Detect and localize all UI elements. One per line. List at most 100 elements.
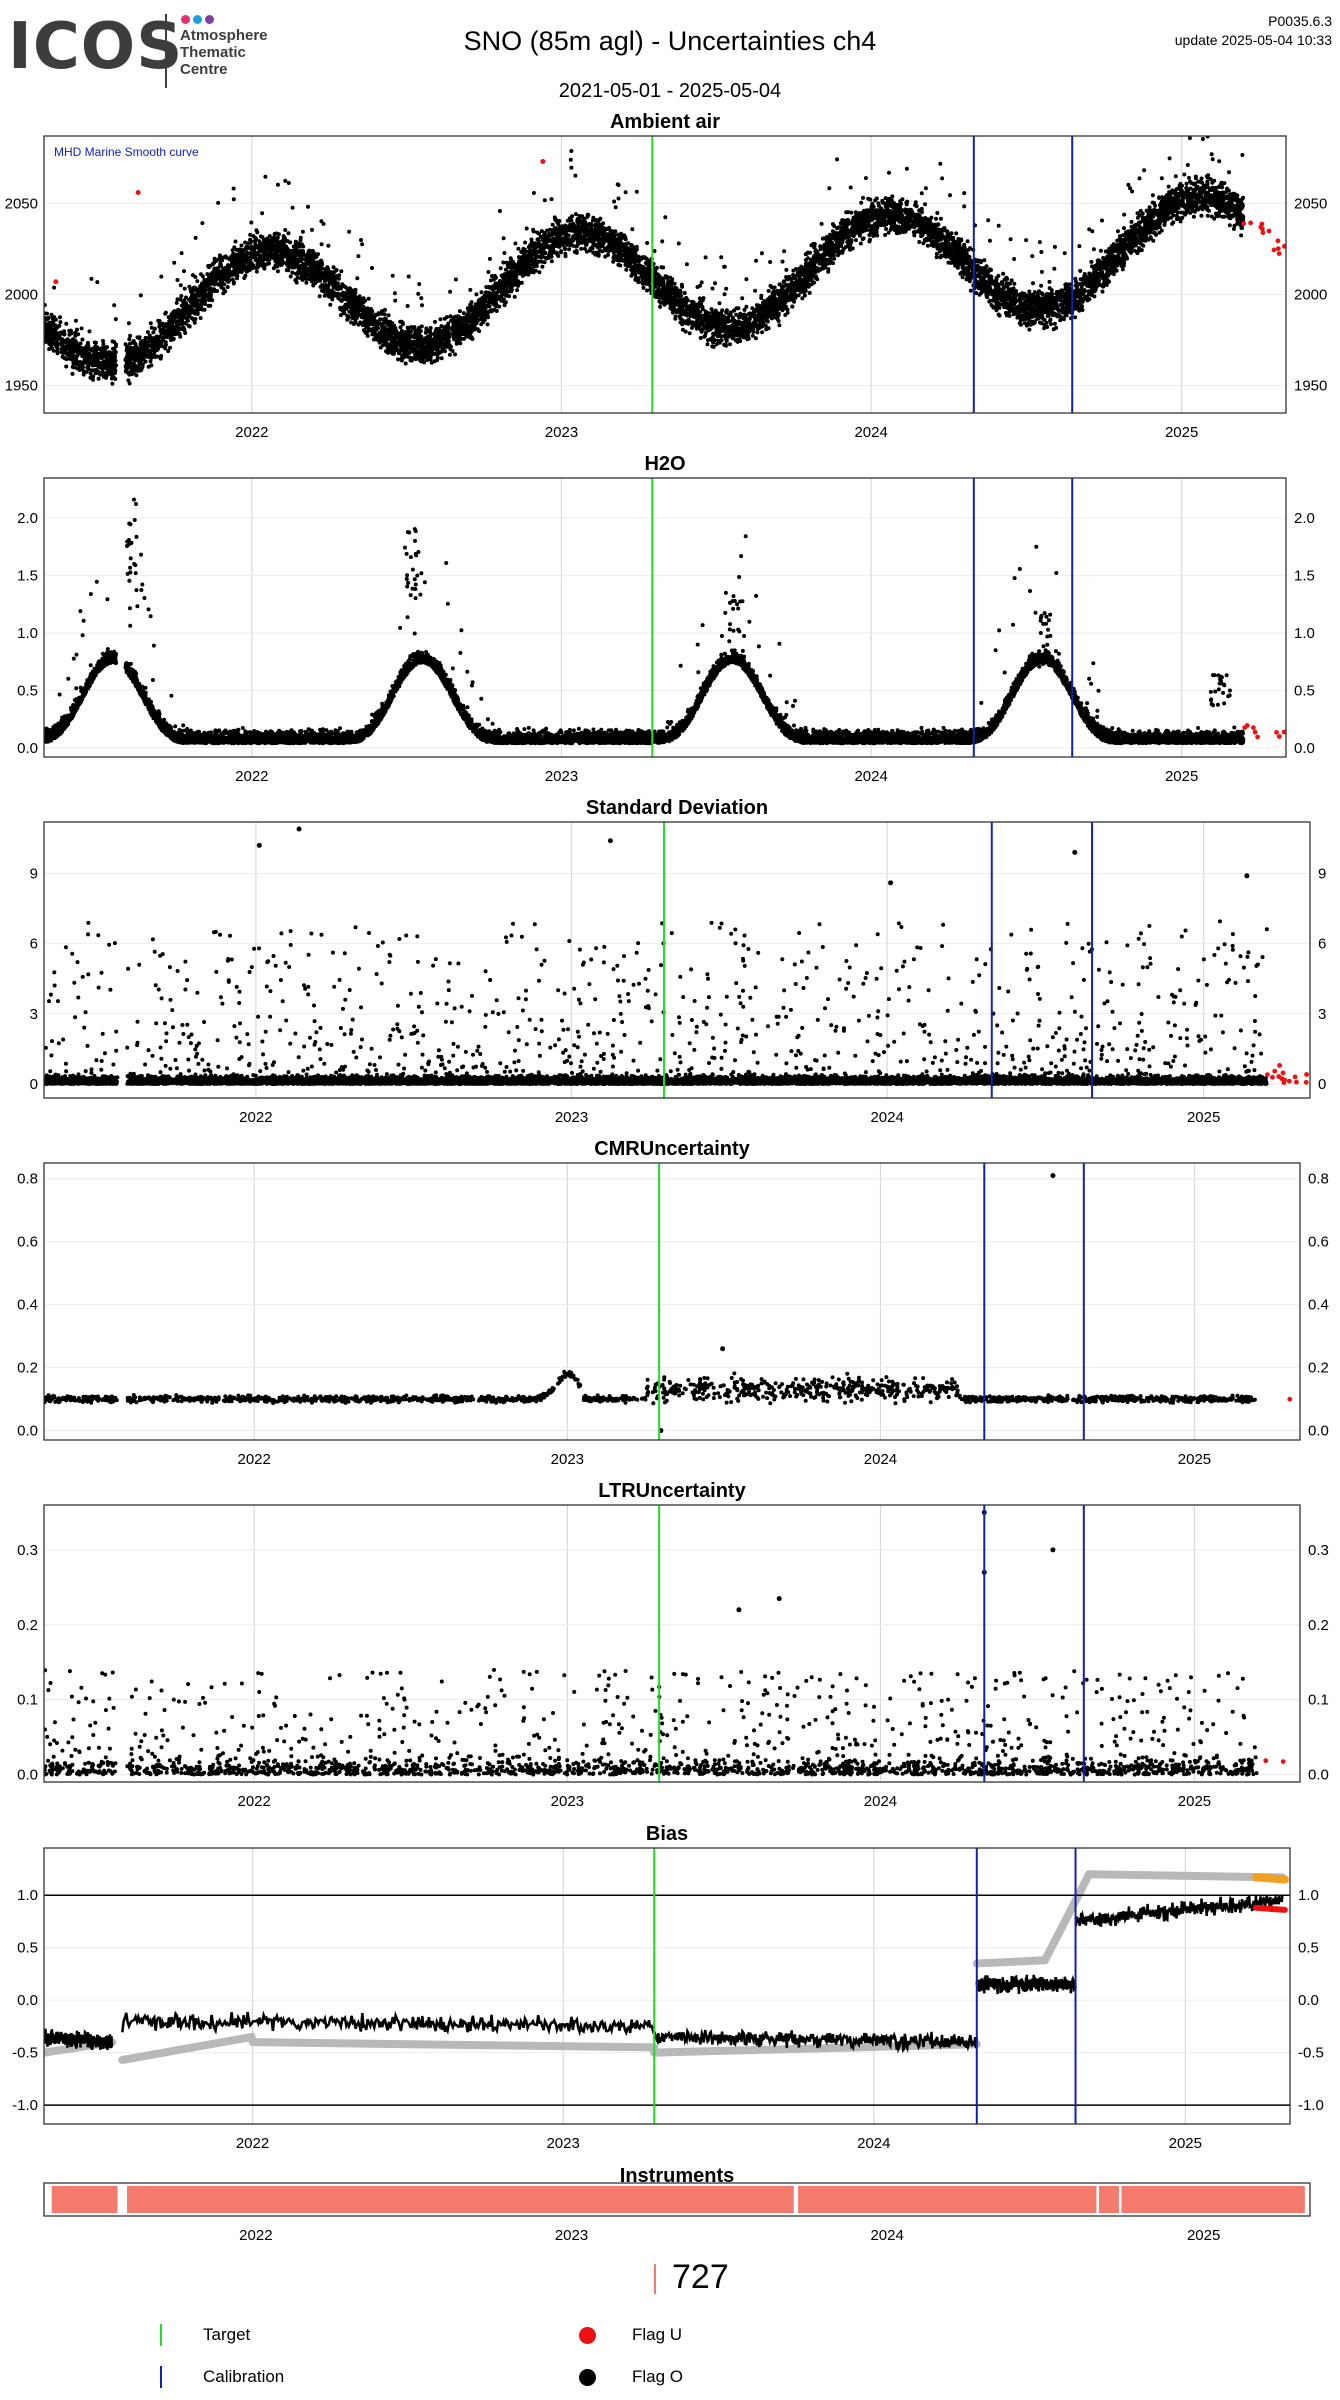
instrument-span (127, 2186, 794, 2213)
peak-point (404, 551, 409, 556)
chart-title: Bias (646, 1823, 688, 1845)
y-tick-label-right: 0.6 (1308, 1234, 1329, 1251)
peak-point (126, 537, 131, 542)
x-tick-label: 2024 (864, 1451, 897, 1468)
peak-point (139, 552, 144, 557)
y-tick-label-left: 6 (30, 936, 38, 953)
peak-point (742, 633, 747, 638)
y-tick-label-right: 1950 (1294, 378, 1327, 395)
instrument-span (1099, 2186, 1119, 2213)
peak-point (737, 629, 742, 634)
peak-point (133, 571, 138, 576)
peak-point (1222, 701, 1227, 706)
data-layer (44, 497, 1286, 746)
update-label: update 2025-05-04 10:33 (1174, 32, 1332, 48)
peak-point (1041, 662, 1046, 667)
y-tick-label-left: 1.5 (17, 568, 38, 585)
ambient-air-flag-u-points (1241, 220, 1286, 256)
peak-point (404, 577, 409, 582)
y-tick-label-right: 0.4 (1308, 1297, 1329, 1314)
version-label: P0035.6.3 (1268, 13, 1332, 29)
peak-point (412, 577, 417, 582)
y-tick-label-left: 0.0 (17, 1992, 38, 2009)
peak-point (128, 556, 133, 561)
peak-point (134, 588, 139, 593)
peak-point (413, 596, 418, 601)
legend-flag-u-swatch (579, 2327, 596, 2344)
chart-title: Ambient air (610, 111, 720, 133)
x-tick-label: 2022 (235, 424, 268, 441)
y-tick-label-left: 0.5 (17, 1940, 38, 1957)
x-tick-label: 2023 (551, 1451, 584, 1468)
y-tick-label-left: 1.0 (17, 625, 38, 642)
y-tick-label-right: 1.0 (1298, 1887, 1319, 1904)
peak-point (410, 567, 415, 572)
bias-series-line (121, 2010, 656, 2037)
peak-point (727, 627, 732, 632)
legend-target-swatch (160, 2324, 162, 2346)
outlier-point (1244, 873, 1250, 879)
peak-point (1211, 703, 1216, 708)
peak-point (1045, 642, 1050, 647)
y-tick-label-left: 0.0 (17, 1423, 38, 1440)
instrument-span (51, 2186, 118, 2213)
peak-point (1218, 677, 1223, 682)
y-tick-label-right: -0.5 (1298, 2045, 1324, 2062)
x-tick-label: 2025 (1187, 2227, 1220, 2244)
peak-point (1042, 611, 1047, 616)
x-tick-label: 2022 (236, 2135, 269, 2152)
x-tick-label: 2024 (870, 1109, 903, 1126)
x-tick-label: 2023 (555, 2227, 588, 2244)
outlier-point (256, 842, 262, 848)
peak-point (731, 606, 736, 611)
x-tick-label: 2022 (238, 1451, 271, 1468)
peak-point (1039, 653, 1044, 658)
data-layer (44, 826, 1310, 1086)
y-tick-label-left: -0.5 (12, 2045, 38, 2062)
peak-point (413, 586, 418, 591)
bias-series-line (1074, 1893, 1284, 1928)
peak-point (1048, 660, 1053, 665)
x-tick-label: 2023 (551, 1793, 584, 1810)
peak-point (132, 518, 137, 523)
y-tick-label-left: -1.0 (12, 2097, 38, 2114)
peak-point (1033, 610, 1038, 615)
legend-flag-o-swatch (579, 2369, 596, 2386)
peak-point (407, 530, 412, 535)
plot-frame (43, 2182, 1311, 2217)
y-tick-label-right: 6 (1318, 936, 1326, 953)
y-tick-label-right: 3 (1318, 1006, 1326, 1023)
x-tick-label: 2023 (546, 2135, 579, 2152)
y-tick-label-right: 0.8 (1308, 1171, 1329, 1188)
peak-point (1227, 688, 1232, 693)
instrument-span (798, 2186, 1097, 2213)
y-tick-label-right: 9 (1318, 865, 1326, 882)
peak-point (1208, 689, 1213, 694)
plot-frame (43, 477, 1287, 758)
y-tick-label-right: 0.5 (1294, 682, 1315, 699)
peak-point (740, 648, 745, 653)
outlier-point (1050, 1547, 1056, 1553)
bias-flag-u-line (1252, 1904, 1288, 1913)
peak-point (127, 578, 132, 583)
chart-panel-ltruncertainty: LTRUncertainty 2022 2023 2024 2025 0.0 0.0 0.1 0… (17, 1480, 1329, 1810)
chart-title: Standard Deviation (586, 797, 768, 819)
peak-point (418, 592, 423, 597)
plot-frame (43, 135, 1287, 414)
x-tick-label: 2024 (870, 2227, 903, 2244)
peak-point (133, 563, 138, 568)
peak-point (419, 571, 424, 576)
x-tick-label: 2022 (239, 2227, 272, 2244)
outlier-point (776, 1596, 782, 1602)
x-tick-label: 2024 (854, 424, 887, 441)
peak-point (1048, 633, 1053, 638)
y-tick-label-left: 0.0 (17, 1767, 38, 1784)
y-tick-label-right: 2000 (1294, 287, 1327, 304)
y-tick-label-left: 2000 (5, 287, 38, 304)
page-title: SNO (85m agl) - Uncertainties ch4 (463, 26, 877, 56)
plot-background (44, 1505, 1300, 1782)
plot-frame (43, 1504, 1301, 1783)
chart-panel-bias: Bias 2022 2023 2024 2025 -1.0 -1.0 -0.5 -0.5 0.0 0… (12, 1823, 1324, 2152)
peak-point (412, 527, 417, 532)
peak-point (405, 584, 410, 589)
